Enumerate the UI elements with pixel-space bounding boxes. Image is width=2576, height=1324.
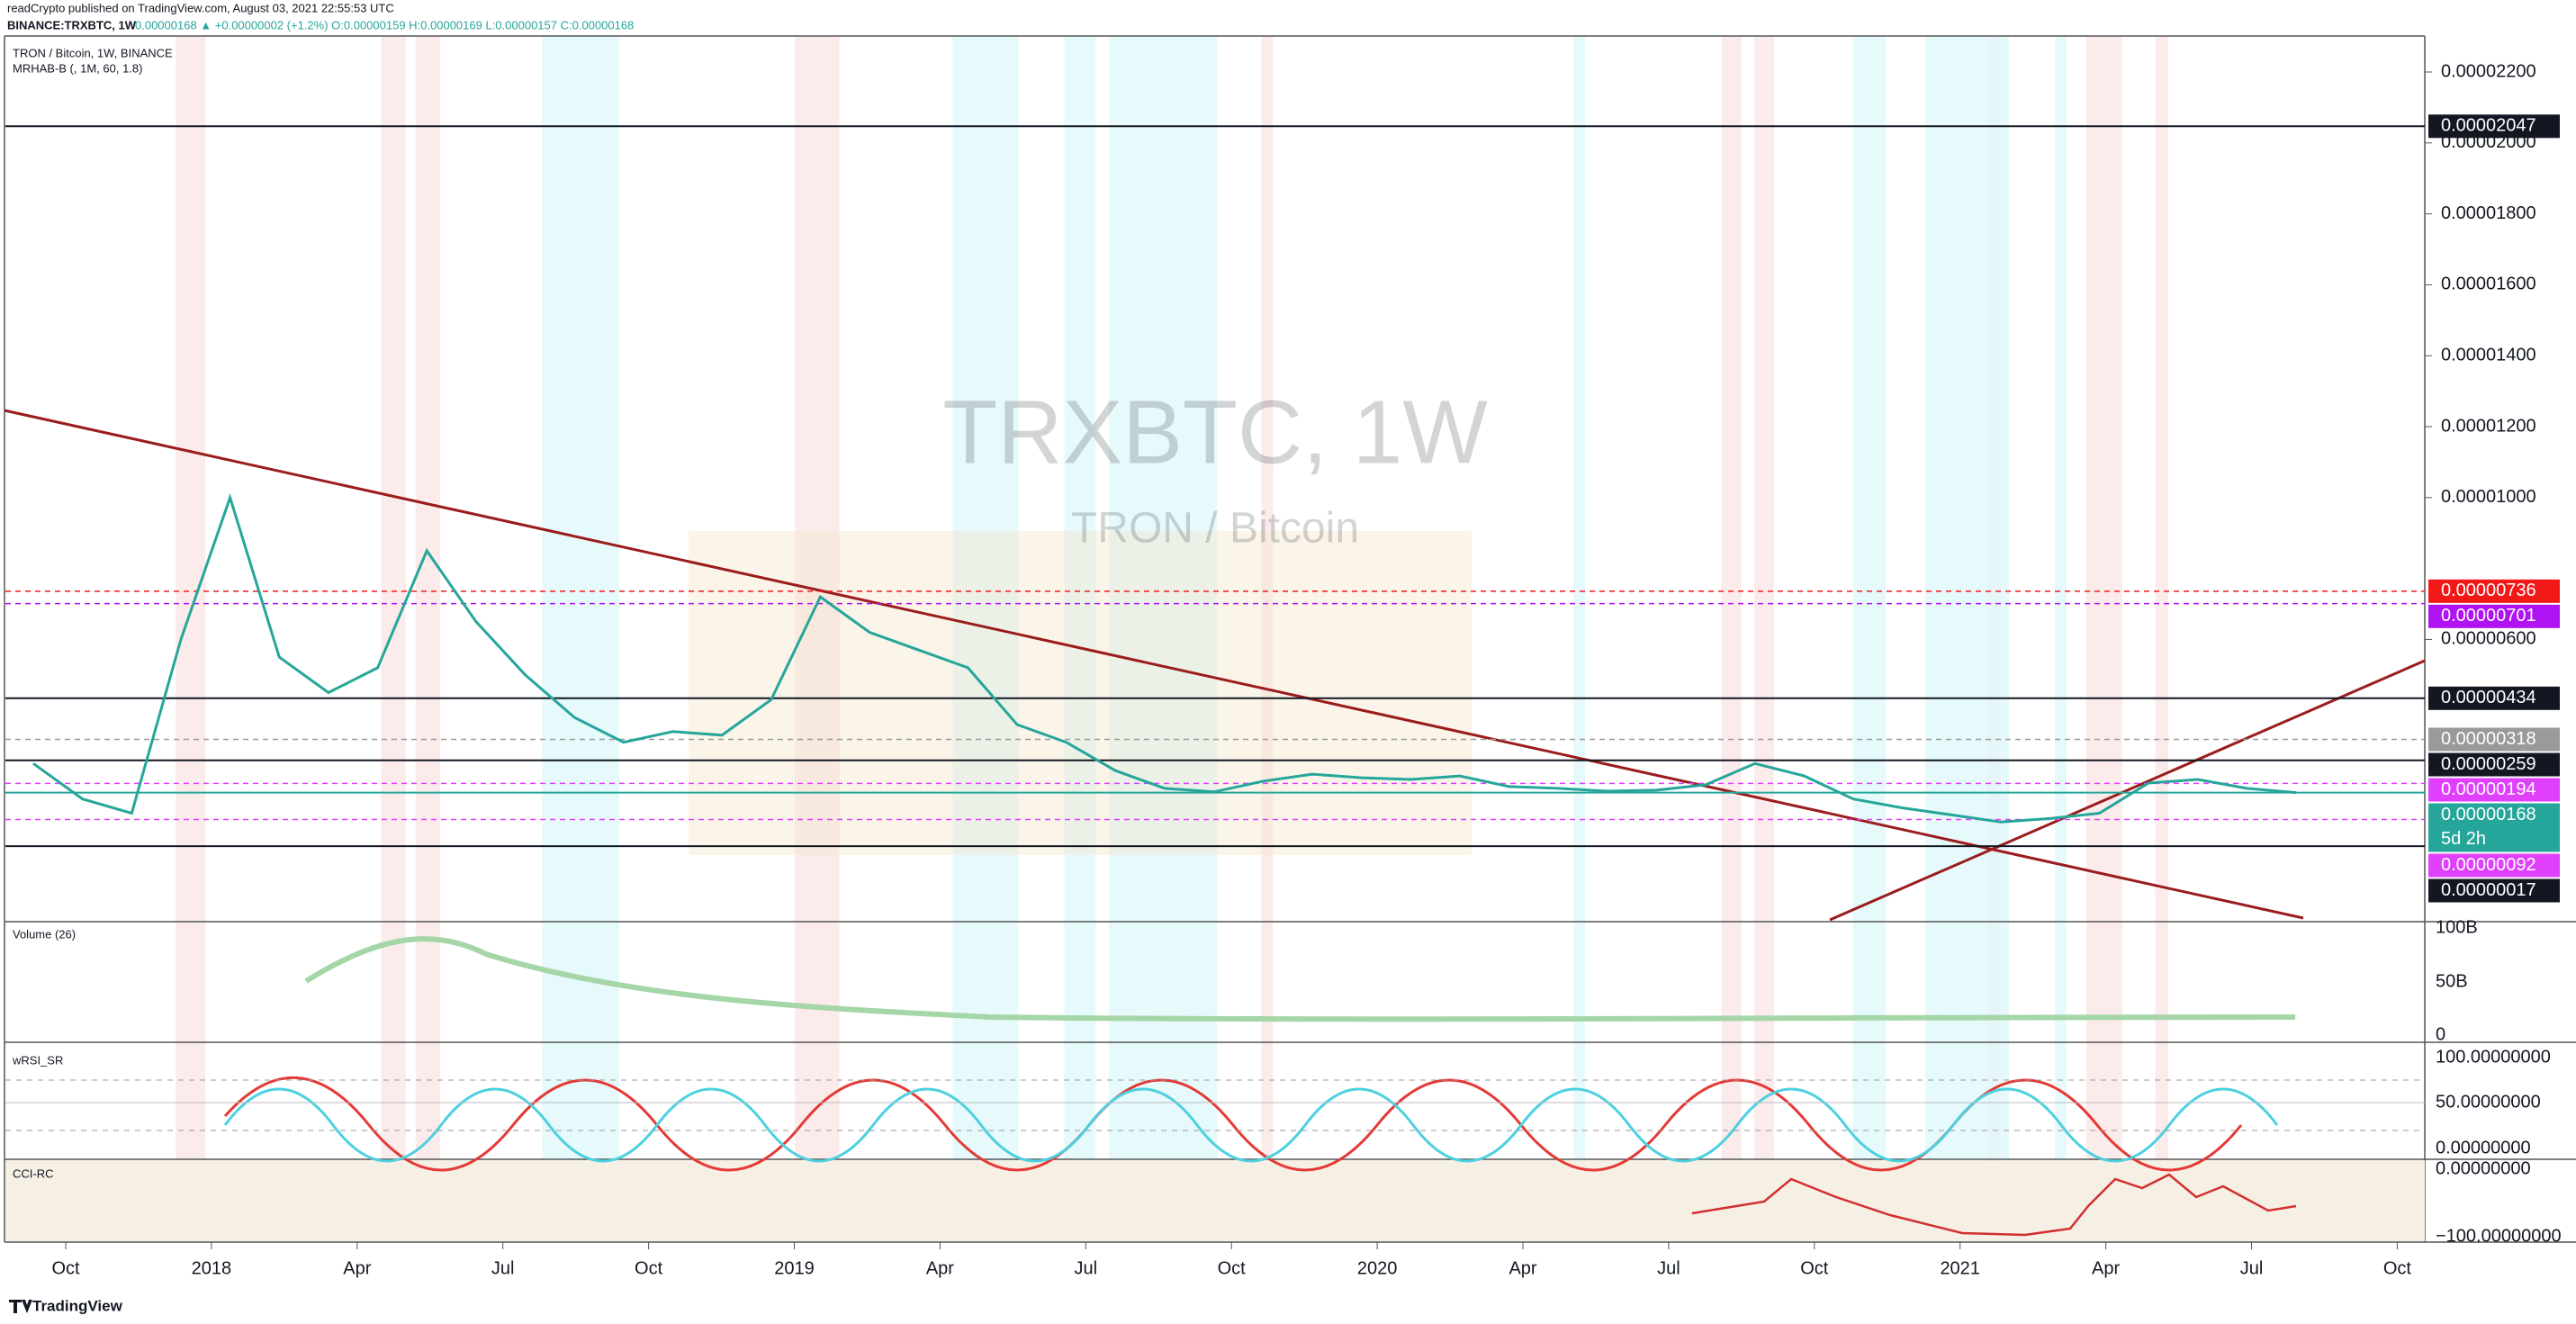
band-cyan: [1108, 37, 1218, 1240]
price-tick-label: 0.00001800: [2441, 203, 2536, 223]
band-cyan: [1573, 37, 1586, 1240]
price-tick-label: 0.00000600: [2441, 629, 2536, 649]
time-tick-label: Oct: [2383, 1258, 2412, 1278]
price-tag-label: 0.00002047: [2441, 116, 2536, 136]
price-line: [32, 492, 2297, 824]
band-red: [1754, 37, 1774, 1240]
price-tag-label: 0.00000092: [2441, 855, 2536, 875]
footer: TradingView: [32, 1297, 123, 1314]
time-tick-label: Oct: [1800, 1258, 1829, 1278]
price-tag-countdown: 5d 2h: [2441, 829, 2486, 849]
pane-tick-label: 0.00000000: [2436, 1158, 2531, 1178]
publisher: readCrypto published on TradingView.com,…: [7, 1, 394, 14]
pane-title: wRSI_SR: [12, 1053, 63, 1067]
time-tick-label: Apr: [1509, 1258, 1536, 1278]
price-tick-label: 0.00001600: [2441, 275, 2536, 294]
price-tag: [2428, 727, 2560, 752]
price-tag-label: 0.00000434: [2441, 688, 2536, 707]
logo: [9, 1300, 32, 1313]
band-red: [1261, 37, 1274, 1240]
pane-tick-label: 0.00000000: [2436, 1138, 2531, 1157]
price-tick-label: 0.00001200: [2441, 416, 2536, 436]
trendline: [4, 409, 2304, 920]
price-tag: [2428, 752, 2560, 777]
cci-line: [1691, 1173, 2297, 1237]
symbol: BINANCE:TRXBTC, 1W: [7, 18, 137, 32]
time-tick-label: Apr: [343, 1258, 371, 1278]
band-cyan: [1852, 37, 1887, 1240]
legend-title: TRON / Bitcoin, 1W, BINANCE: [13, 46, 173, 59]
price-tag-label: 0.00000017: [2441, 880, 2536, 900]
price-tick-label: 0.00002200: [2441, 61, 2536, 81]
price-tag-label: 0.00000194: [2441, 779, 2536, 799]
watermark-subtitle: TRON / Bitcoin: [1071, 505, 1359, 553]
cloud: [689, 531, 1472, 855]
time-tick-label: 2021: [1940, 1258, 1980, 1278]
pane-title: Volume (26): [13, 927, 76, 941]
band-red: [415, 37, 441, 1240]
watermark-title: TRXBTC, 1W: [942, 382, 1488, 482]
band-red: [795, 37, 840, 1240]
band-cyan: [542, 37, 620, 1240]
price-tag: [2428, 114, 2560, 139]
band-cyan: [1924, 37, 2009, 1240]
legend-indicator: MRHAB-B (, 1M, 60, 1.8): [13, 61, 142, 75]
rsi-line: [223, 1087, 2279, 1163]
trendline: [1829, 659, 2426, 922]
rsi-signal: [223, 1076, 2243, 1172]
session-bands: [176, 37, 2168, 1240]
volume-ma: [304, 936, 2296, 1022]
price-tag: [2428, 579, 2560, 603]
price-tick-label: 0.00001000: [2441, 487, 2536, 507]
pane-tick-label: 50.00000000: [2436, 1092, 2541, 1112]
band-red: [2155, 37, 2168, 1240]
price-tag-label: 0.00000318: [2441, 729, 2536, 749]
price-tick-label: 0.00001400: [2441, 345, 2536, 365]
time-tick-label: 2020: [1357, 1258, 1398, 1278]
band-cyan: [952, 37, 1019, 1240]
time-tick-label: Apr: [2092, 1258, 2120, 1278]
time-tick-label: Jul: [2240, 1258, 2264, 1278]
price-tag: [2428, 803, 2560, 852]
price-tag: [2428, 604, 2560, 628]
time-tick-label: Apr: [926, 1258, 954, 1278]
price-tag: [2428, 878, 2560, 903]
pane-tick-label: 100.00000000: [2436, 1047, 2551, 1067]
price-tag-label: 0.00000736: [2441, 581, 2536, 600]
band-red: [1721, 37, 1742, 1240]
cci-background: [5, 1160, 2425, 1241]
time-tick-label: Jul: [1075, 1258, 1098, 1278]
price-tag-label: 0.00000168: [2441, 805, 2536, 824]
price-tag-label: 0.00000701: [2441, 606, 2536, 626]
quote: 0.00000168 ▲ +0.00000002 (+1.2%) O:0.000…: [135, 18, 634, 32]
time-tick-label: Jul: [491, 1258, 515, 1278]
time-tick-label: Oct: [1218, 1258, 1247, 1278]
pane-tick-label: −100.00000000: [2436, 1226, 2562, 1246]
pane-tick-label: 50B: [2436, 971, 2468, 991]
time-tick-label: Oct: [635, 1258, 663, 1278]
levels: [5, 125, 2425, 848]
time-tick-label: Oct: [51, 1258, 80, 1278]
time-tick-label: 2018: [192, 1258, 232, 1278]
time-tick-label: 2019: [774, 1258, 815, 1278]
price-tag-label: 0.00000259: [2441, 754, 2536, 774]
band-cyan: [1064, 37, 1096, 1240]
pane-tick-label: 0: [2436, 1024, 2445, 1044]
time-tick-label: Jul: [1657, 1258, 1680, 1278]
price-tag: [2428, 686, 2560, 710]
price-tag: [2428, 778, 2560, 802]
price-tag: [2428, 853, 2560, 878]
pane-tick-label: 100B: [2436, 917, 2478, 937]
band-red: [381, 37, 406, 1240]
pane-title: CCI-RC: [13, 1166, 54, 1180]
band-red: [2085, 37, 2122, 1240]
band-cyan: [2055, 37, 2067, 1240]
